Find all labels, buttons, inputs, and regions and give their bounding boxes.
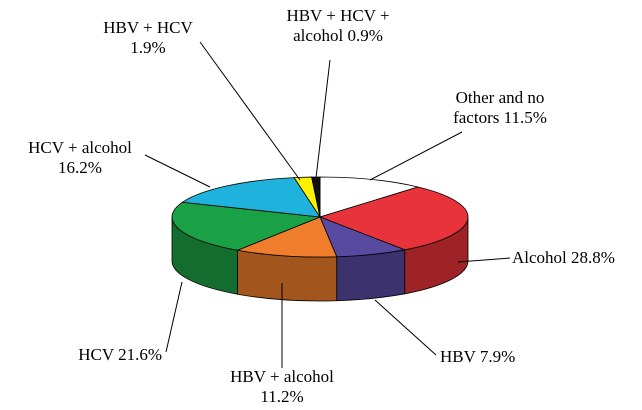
category-label: Alcohol (512, 248, 567, 267)
category-label: HCV (78, 345, 114, 364)
category-label: HBV (440, 347, 476, 366)
slice-label: Other and no factors 11.5% (441, 88, 559, 128)
leader-line (369, 131, 463, 181)
slice (319, 176, 420, 218)
leader-line (374, 299, 437, 356)
slice-label: HBV 7.9% (440, 347, 515, 367)
category-label: HCV + alcohol (28, 138, 132, 157)
slice (318, 186, 469, 251)
leader-line (315, 59, 331, 179)
category-label: Other and no factors (453, 88, 545, 127)
leader-line (144, 154, 211, 188)
value-label: 11.5% (503, 108, 547, 127)
value-label: 0.9% (347, 26, 383, 45)
slice-label: HBV + HCV 1.9% (88, 18, 208, 58)
slice-label: HBV + HCV + alcohol 0.9% (282, 6, 394, 46)
value-label: 7.9% (479, 347, 516, 366)
slice-label: HCV 21.6% (78, 345, 162, 365)
value-label: 28.8% (571, 248, 615, 267)
leader-line (199, 41, 301, 181)
value-label: 1.9% (130, 38, 166, 57)
slice-side (237, 249, 338, 302)
slice-side (336, 249, 406, 302)
category-label: HBV + HCV (103, 18, 193, 37)
slice (236, 216, 338, 258)
leader-line (165, 281, 183, 353)
category-label: HBV + HCV + alcohol (286, 6, 390, 45)
slice-label: HCV + alcohol 16.2% (5, 138, 155, 178)
value-label: 21.6% (118, 345, 162, 364)
value-label: 11.2% (260, 387, 304, 406)
category-label: HBV + alcohol (230, 367, 334, 386)
slice (181, 177, 321, 218)
slice (171, 201, 321, 251)
value-label: 16.2% (58, 158, 102, 177)
slice-label: Alcohol 28.8% (512, 248, 615, 268)
leader-line (457, 257, 511, 263)
slice-label: HBV + alcohol 11.2% (212, 367, 352, 407)
